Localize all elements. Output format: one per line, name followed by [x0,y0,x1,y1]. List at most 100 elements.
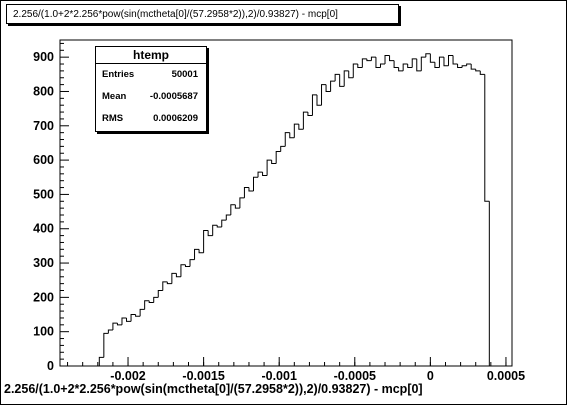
histogram-bin [180,264,186,277]
histogram-bin [361,58,367,68]
histogram-bin [166,281,172,285]
stats-rms-value: 0.0006209 [153,113,198,124]
histogram-bin [293,123,299,138]
histogram-bin [207,230,213,237]
y-tick-label: 300 [33,256,54,270]
histogram-bin [393,60,399,68]
y-tick-label: 600 [33,153,54,167]
histogram-bin [198,249,204,254]
stats-row-rms: RMS 0.0006209 [96,108,206,130]
histogram-bin [103,332,109,358]
histogram-bin [243,187,249,198]
histogram-bin [135,314,141,317]
histogram-bin [348,70,354,79]
histogram-bin [448,54,454,66]
histogram-bin [402,63,408,71]
stats-mean-value: -0.0005687 [149,91,198,102]
histogram-bin [389,55,395,62]
histogram-bin [457,64,463,68]
histogram-bin [139,308,145,317]
histogram-bin [316,94,322,106]
histogram-bin [257,171,263,178]
histogram-bin [225,214,231,221]
histogram-bin [466,63,472,66]
histogram-bin [189,259,195,267]
histogram-bin [271,160,277,165]
histogram-bin [420,56,426,71]
histogram-bin [325,84,331,92]
stats-rms-label: RMS [102,113,124,124]
x-tick-label: -0.0015 [182,369,224,382]
histogram-bin [366,58,372,62]
histogram-bin [379,63,386,68]
histogram-bin [488,201,494,367]
histogram-bin [252,176,259,191]
y-tick-label: 0 [47,359,54,373]
histogram-bin [311,94,317,116]
histogram-bin [157,290,163,298]
y-tick-label: 500 [33,187,54,201]
histogram-bin [107,329,113,334]
x-tick-label: -0.002 [110,369,145,382]
histogram-bin [484,74,490,202]
histogram-bin [461,65,467,68]
histogram-bin [289,132,295,139]
histogram-bin [184,264,191,267]
histogram-bin [121,317,127,325]
histogram-bin [416,58,422,72]
histogram-bin [275,151,281,164]
histogram-bin [153,296,159,303]
stats-row-entries: Entries 50001 [96,64,206,86]
histogram-bin [248,187,254,192]
x-tick-label: -0.001 [261,369,296,382]
histogram-bin [239,197,245,209]
histogram-bin [407,64,413,68]
histogram-bin [434,62,440,68]
histogram-bin [411,58,417,68]
histogram-bin [116,323,122,326]
histogram-bin [221,219,227,228]
y-tick-label: 900 [33,50,54,64]
histogram-bin [479,70,485,75]
histogram-bin [175,273,181,278]
histogram-bin [216,225,222,228]
x-tick-label: 0.0005 [487,369,525,382]
stats-box: htemp Entries 50001 Mean -0.0005687 RMS … [95,46,207,132]
y-tick-label: 700 [33,119,54,133]
histogram-bin [194,248,200,260]
histogram-bin [452,55,458,65]
stats-mean-label: Mean [102,91,127,102]
histogram-bin [334,73,340,82]
histogram-bin [357,64,363,68]
histogram-bin [298,124,304,130]
histogram-bin [375,57,381,68]
histogram-bin [343,70,349,87]
histogram-bin [475,69,481,72]
histogram-bin [203,229,209,253]
stats-title: htemp [96,47,206,64]
histogram-bin [284,132,290,147]
histogram-bin [171,272,177,284]
histogram-bin [307,112,313,116]
histogram-bin [280,145,286,152]
histogram-bin [339,74,345,87]
histogram-bin [234,204,240,209]
x-axis-label: 2.256/(1.0+2*2.256*pow(sin(mctheta[0]/(5… [4,382,423,396]
histogram-bin [384,54,390,65]
histogram-bin [302,111,308,130]
stats-entries-label: Entries [102,69,135,80]
histogram-plot: -0.002 -0.0015 -0.001 -0.0005 0 0.0005 0 100 20… [33,39,525,382]
y-tick-label: 400 [33,222,54,236]
histogram-bin [148,300,154,304]
histogram-bin [352,63,358,78]
histogram-bin [470,64,476,70]
histogram-bin [130,314,136,322]
histogram-bin [98,356,104,366]
histogram-bin [112,322,118,330]
histogram-bin [230,204,236,216]
stats-row-mean: Mean -0.0005687 [96,86,206,108]
histogram-bin [425,53,431,58]
histogram-bin [126,317,132,322]
chart-title: 2.256/(1.0+2*2.256*pow(sin(mctheta[0]/(5… [6,4,399,24]
histogram-bin [144,300,150,310]
